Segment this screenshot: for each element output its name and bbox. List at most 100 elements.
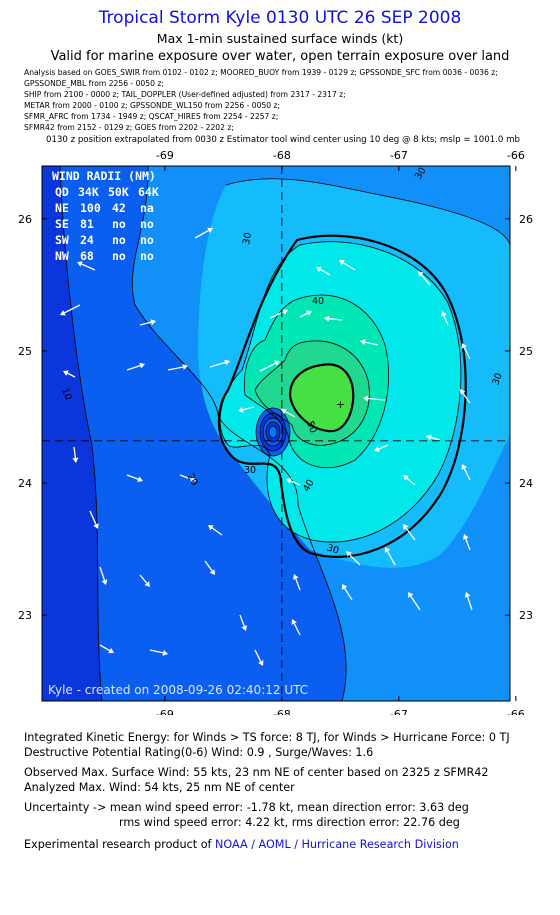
wind-arrowhead [403,475,409,481]
band-64 [290,364,354,432]
radii-quadrant: SW [55,233,69,247]
wind-arrowhead [418,271,424,277]
wind-arrow [420,274,431,286]
dpr-line: Destructive Potential Rating(0-6) Wind: … [24,746,374,759]
wind-arrow [73,446,77,459]
wind-arrow [462,392,471,404]
wind-arrow [194,229,209,239]
validity-note: Valid for marine exposure over water, op… [50,49,510,64]
wind-arrow [81,263,96,271]
analysis-line: GPSSONDE_MBL from 2256 - 0050 z; [24,79,164,88]
wind-arrowhead [460,389,466,395]
wind-arrowhead [77,261,83,267]
lat-label-right: 23 [519,609,533,622]
lat-label-left: 23 [18,609,32,622]
analysis-sources: Analysis based on GOES_SWIR from 0102 - … [24,67,554,146]
lon-label-top: -68 [273,149,291,162]
radii-hdr-34k: 34K [78,185,99,199]
lat-label-left: 26 [18,213,32,226]
wind-arrowhead [60,310,66,316]
wind-arrowhead [238,406,244,413]
wind-arrowhead [342,584,348,590]
radii-hdr-qd: QD [55,185,69,199]
uncertainty-mean: Uncertainty -> mean wind speed error: -1… [24,801,469,814]
lat-label-right: 24 [519,477,533,490]
wind-arrowhead [360,339,366,346]
wind-arrow [342,262,356,271]
wind-arrow [443,315,449,326]
wind-arrowhead [162,649,168,656]
radii-50k: 42 [112,201,126,215]
wind-vectors [60,227,473,666]
center-crosshair [42,166,510,701]
wind-arrow [406,477,416,486]
lon-label-top: -69 [156,149,174,162]
product-prefix: Experimental research product of [24,838,212,851]
analysis-line: SHIP from 2100 - 0000 z; TAIL_DOPPLER (U… [24,90,346,99]
contour-label: 10 [59,387,73,402]
lon-label-top: -66 [507,149,525,162]
analyzed-max-wind: Analyzed Max. Wind: 54 kts, 25 nm NE of … [24,781,295,794]
wind-arrowhead [441,311,447,317]
wind-arrow [349,554,361,566]
wind-arrowhead [286,478,292,484]
wind-arrowhead [408,592,414,598]
map-credit: Kyle - created on 2008-09-26 02:40:12 UT… [48,683,308,697]
wind-arrow [320,268,331,276]
contour-label: 20 [184,472,200,488]
wind-arrowhead [150,319,156,326]
wind-arrowhead [209,569,215,575]
noaa-link[interactable]: NOAA / AOML / Hurricane Research Divisio… [215,838,459,851]
wind-arrow [293,623,301,636]
radii-hdr-50k: 50K [108,185,129,199]
lon-label-bottom: -68 [273,708,291,715]
wind-arrow [285,410,296,418]
wind-arrow [367,397,386,401]
contour-label: 40 [312,296,324,307]
wind-arrowhead [274,360,280,366]
wind-arrow [328,317,343,321]
radii-50k: no [112,217,126,231]
wind-arrowhead [241,625,248,631]
wind-arrow [364,341,379,346]
wind-arrow [99,644,110,652]
wind-arrow [378,444,389,450]
wind-arrowhead [139,362,145,369]
ts-force-contour [217,234,467,558]
wind-arrow [242,406,255,411]
lat-label-right: 25 [519,345,533,358]
wind-arrow [209,361,226,368]
uncertainty-rms: rms wind speed error: 4.22 kt, rms direc… [119,816,460,829]
radii-34k: 100 [80,201,101,215]
wind-arrowhead [93,523,99,529]
wind-arrow [290,480,301,486]
center-marker: + [336,398,345,411]
wind-arrow [179,474,192,480]
wind-arrowhead [258,660,264,666]
radii-64k: no [140,217,154,231]
wind-arrowhead [363,395,369,402]
wind-arrow [126,364,141,371]
wind-arrow [99,566,106,581]
wind-arrow [89,510,97,525]
wind-arrow [64,304,81,314]
wind-arrow [465,538,471,551]
wind-radii-title: WIND RADII (NM) [52,169,156,183]
wind-arrow [67,372,76,378]
contour-label: 50 [304,420,318,435]
radii-34k: 24 [80,233,94,247]
wind-arrowhead [464,592,471,598]
wind-arrowhead [306,310,312,316]
wind-arrowhead [137,476,143,483]
contour-label: 30 [241,232,254,246]
radii-64k: no [140,249,154,263]
wind-arrowhead [190,476,196,483]
wind-arrow [254,649,262,662]
axis-ticks: -69 -69 -68 -68 -67 -67 -66 -66 26 26 25 25 24 24 23 23 [18,149,533,715]
wind-arrow [269,311,284,319]
map-subtitle: Max 1-min sustained surface winds (kt) [156,31,404,46]
wind-arrow [463,347,471,360]
observed-max-wind: Observed Max. Surface Wind: 55 kts, 23 n… [24,766,489,779]
